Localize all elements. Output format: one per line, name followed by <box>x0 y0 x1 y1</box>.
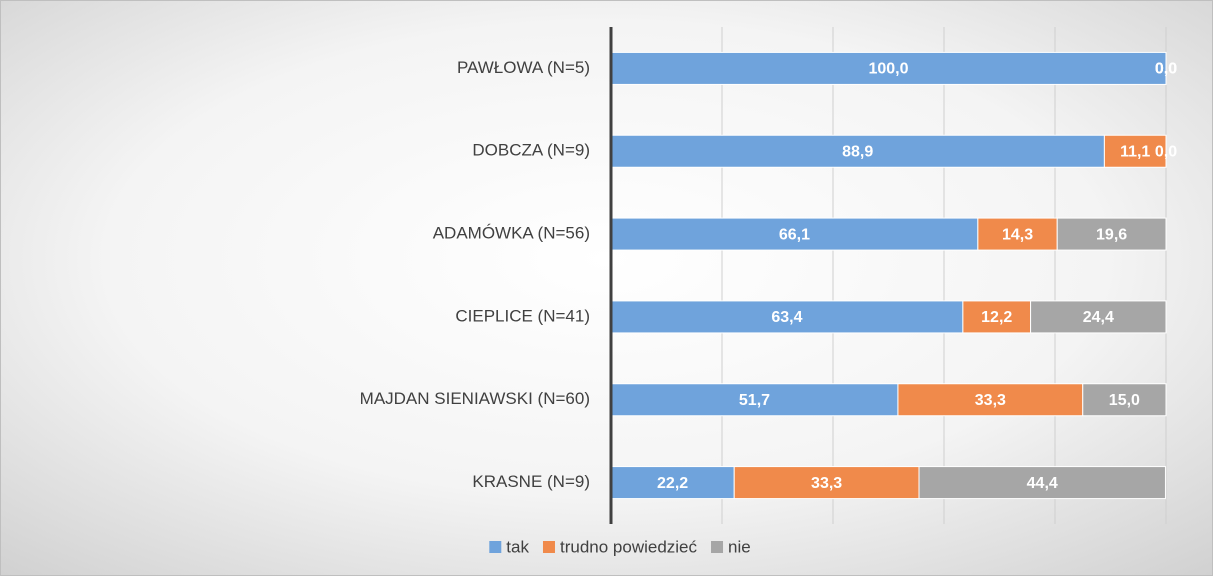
bar-segment <box>1030 300 1167 334</box>
legend-label: trudno powiedzieć <box>560 537 698 556</box>
value-label: 51,7 <box>739 392 770 409</box>
legend-swatch <box>489 541 502 553</box>
bar-segment <box>962 300 1032 334</box>
value-label: 24,4 <box>1083 309 1114 326</box>
value-label: 14,3 <box>1002 226 1033 243</box>
value-label: 0,0 <box>1155 61 1177 78</box>
value-label: 11,1 <box>1120 143 1150 160</box>
bar-segment <box>610 217 979 251</box>
category-label: ADAMÓWKA (N=56) <box>433 224 590 243</box>
category-label: DOBCZA (N=9) <box>472 141 590 160</box>
legend-label: tak <box>506 537 529 556</box>
value-label: 44,4 <box>1027 475 1058 492</box>
legend-item: tak <box>489 537 529 556</box>
legend-swatch <box>542 541 555 553</box>
bar-segment <box>1082 383 1167 417</box>
bar-segment <box>897 383 1084 417</box>
bar-segment <box>610 383 899 417</box>
legend-label: nie <box>728 537 751 556</box>
value-label: 15,0 <box>1109 392 1140 409</box>
category-label: PAWŁOWA (N=5) <box>457 58 590 77</box>
value-label: 88,9 <box>842 143 873 160</box>
legend-item: trudno powiedzieć <box>542 537 698 556</box>
value-label: 33,3 <box>811 475 842 492</box>
value-label: 19,6 <box>1096 226 1127 243</box>
bar-segment <box>977 217 1058 251</box>
bar-segment <box>610 300 964 334</box>
bar-segment <box>1103 134 1167 168</box>
legend-item: nie <box>711 537 751 556</box>
category-label: MAJDAN SIENIAWSKI (N=60) <box>360 389 590 408</box>
value-label: 0,0 <box>1155 143 1177 160</box>
bar-segment <box>918 466 1166 500</box>
value-label: 22,2 <box>657 475 688 492</box>
category-label: KRASNE (N=9) <box>472 472 590 491</box>
value-label: 66,1 <box>779 226 810 243</box>
bar-segment <box>610 466 735 500</box>
value-label: 100,0 <box>868 61 908 78</box>
category-label: CIEPLICE (N=41) <box>455 306 590 325</box>
value-label: 63,4 <box>771 309 802 326</box>
bar-segment <box>1056 217 1167 251</box>
value-label: 0,0 <box>1155 61 1177 78</box>
value-label: 12,2 <box>981 309 1012 326</box>
value-label: 33,3 <box>975 392 1006 409</box>
legend-swatch <box>711 541 724 553</box>
